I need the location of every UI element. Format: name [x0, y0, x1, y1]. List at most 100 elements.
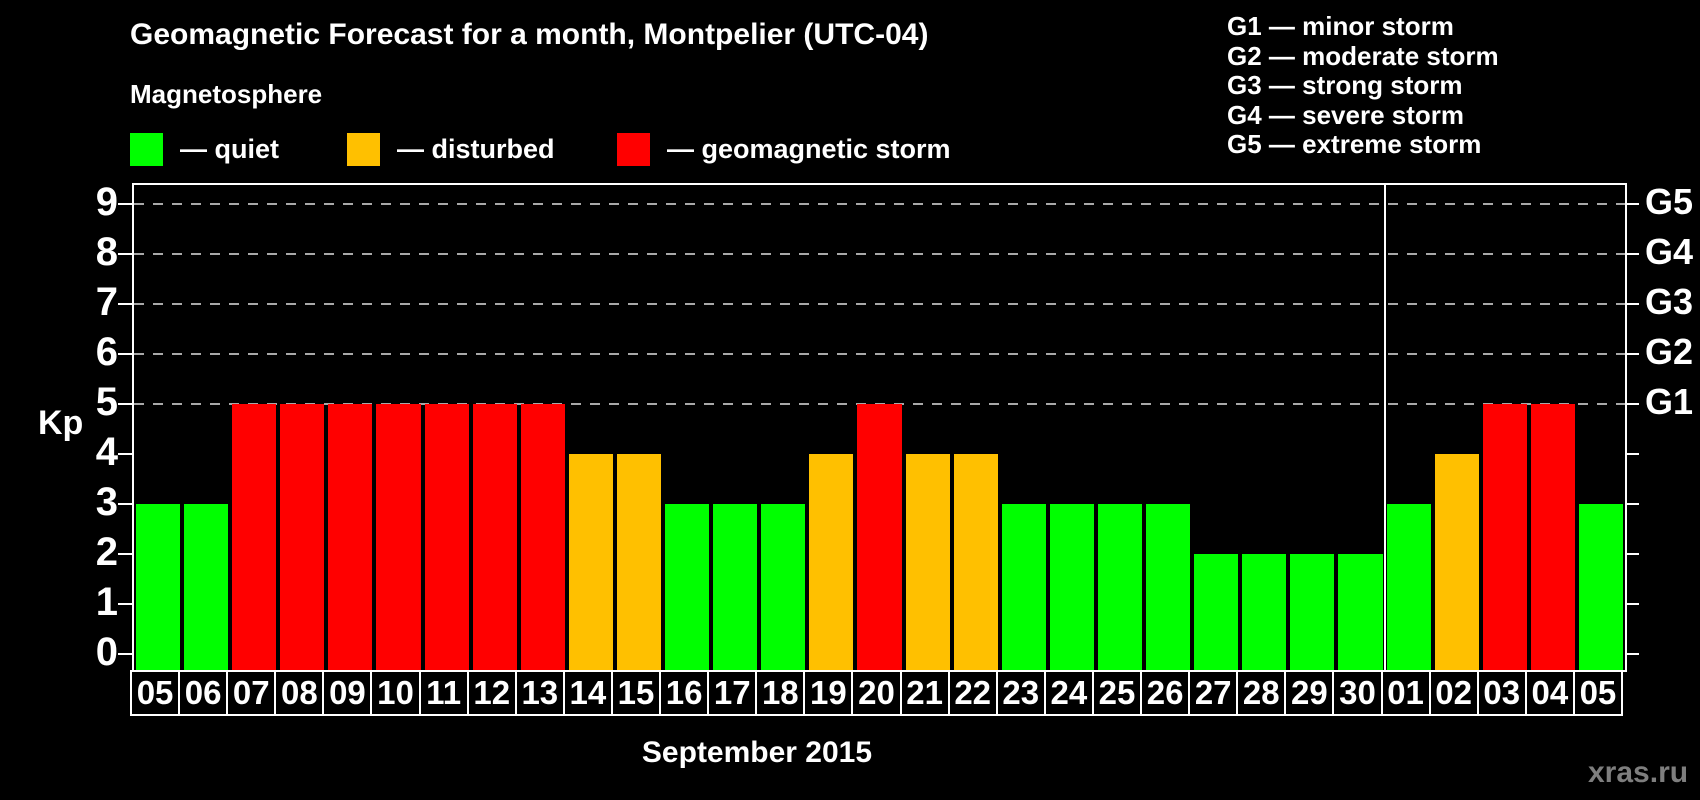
bar-day-14-kp4 [568, 454, 613, 670]
right-axis-tick-6 [1625, 353, 1639, 355]
day-label-24-29: 29 [1284, 670, 1335, 716]
day-label-18-23: 23 [995, 670, 1046, 716]
day-label-22-27: 27 [1188, 670, 1239, 716]
day-label-16-21: 21 [899, 670, 950, 716]
day-label-29-04: 04 [1524, 670, 1575, 716]
y-axis-tick-6 [118, 353, 132, 355]
g-legend-line-g1: G1 — minor storm [1227, 11, 1454, 41]
bar-day-27-kp2 [1194, 554, 1239, 670]
bar-day-12-kp5 [472, 404, 517, 670]
day-label-2-07: 07 [226, 670, 277, 716]
day-label-5-10: 10 [370, 670, 421, 716]
disturbed-color-swatch [347, 133, 380, 166]
y-axis-tick-label-9: 9 [95, 180, 118, 224]
right-axis-label-g5: G5 [1645, 181, 1694, 222]
bar-day-23-kp3 [1001, 504, 1046, 670]
bar-day-05-kp3 [136, 504, 181, 670]
day-label-28-03: 03 [1476, 670, 1527, 716]
y-axis-tick-label-2: 2 [95, 530, 118, 574]
bar-day-24-kp3 [1049, 504, 1094, 670]
day-label-4-09: 09 [322, 670, 373, 716]
bar-day-02-kp4 [1434, 454, 1479, 670]
y-axis-tick-2 [118, 553, 132, 555]
day-label-25-30: 30 [1332, 670, 1383, 716]
bar-day-20-kp5 [857, 404, 902, 670]
gridline-kp6 [134, 353, 1625, 355]
day-label-14-19: 19 [803, 670, 854, 716]
y-axis-tick-3 [118, 503, 132, 505]
bar-day-21-kp4 [905, 454, 950, 670]
day-label-0-05: 05 [130, 670, 181, 716]
bar-day-16-kp3 [665, 504, 710, 670]
right-axis-tick-4 [1625, 453, 1639, 455]
chart-title: Geomagnetic Forecast for a month, Montpe… [130, 18, 929, 51]
day-label-9-14: 14 [562, 670, 613, 716]
y-axis-tick-0 [118, 653, 132, 655]
quiet-color-swatch [130, 133, 163, 166]
day-label-10-15: 15 [610, 670, 662, 716]
y-axis-tick-8 [118, 253, 132, 255]
right-axis-tick-1 [1625, 603, 1639, 605]
bar-day-07-kp5 [232, 404, 277, 670]
legend-label-disturbed: — disturbed [397, 134, 555, 164]
bar-day-06-kp3 [184, 504, 229, 670]
right-axis-tick-5 [1625, 403, 1639, 405]
bar-day-11-kp5 [424, 404, 469, 670]
right-axis-tick-2 [1625, 553, 1639, 555]
day-label-17-22: 22 [947, 670, 998, 716]
g-legend-line-g2: G2 — moderate storm [1227, 40, 1499, 71]
watermark: xras.ru [1588, 756, 1689, 789]
storm-color-swatch [617, 133, 650, 166]
y-axis-tick-9 [118, 203, 132, 205]
day-label-6-11: 11 [418, 670, 469, 716]
gridline-kp8 [134, 253, 1625, 255]
bar-day-15-kp4 [616, 454, 662, 670]
y-axis-tick-5 [118, 403, 132, 405]
y-axis-tick-label-1: 1 [95, 580, 118, 624]
magnetosphere-label: Magnetosphere [130, 79, 323, 109]
bar-day-09-kp5 [328, 404, 373, 670]
bar-day-30-kp2 [1338, 554, 1383, 670]
bar-day-28-kp2 [1242, 554, 1287, 670]
y-axis-tick-label-0: 0 [95, 630, 118, 674]
right-axis-tick-7 [1625, 303, 1639, 305]
right-axis-tick-8 [1625, 253, 1639, 255]
bar-day-18-kp3 [761, 504, 806, 670]
y-axis-tick-label-5: 5 [95, 380, 118, 424]
right-axis-label-g2: G2 [1645, 331, 1694, 372]
right-axis-label-g3: G3 [1645, 281, 1694, 322]
bar-day-29-kp2 [1290, 554, 1335, 670]
month-separator-line [1383, 185, 1386, 670]
g-legend-line-g3: G3 — strong storm [1227, 70, 1463, 100]
day-label-27-02: 02 [1428, 670, 1479, 716]
bar-day-08-kp5 [280, 404, 325, 670]
legend-label-quiet: — quiet [180, 134, 279, 164]
y-axis-tick-label-6: 6 [95, 330, 118, 374]
day-label-3-08: 08 [274, 670, 325, 716]
right-axis-tick-3 [1625, 503, 1639, 505]
y-axis-tick-label-8: 8 [95, 230, 118, 274]
day-label-8-13: 13 [514, 670, 565, 716]
right-axis-tick-9 [1625, 203, 1639, 205]
legend-item-storm: — geomagnetic storm [617, 133, 951, 166]
bar-day-03-kp5 [1482, 404, 1527, 670]
gridline-kp7 [134, 303, 1625, 305]
legend-item-quiet: — quiet [130, 133, 279, 166]
day-label-23-28: 28 [1236, 670, 1287, 716]
y-axis-tick-label-3: 3 [95, 480, 118, 524]
y-axis-tick-label-4: 4 [95, 430, 118, 474]
day-label-20-25: 25 [1091, 670, 1143, 716]
day-label-26-01: 01 [1380, 670, 1431, 716]
bar-day-10-kp5 [376, 404, 421, 670]
bar-day-01-kp3 [1386, 504, 1431, 670]
g-scale-legend: G1 — minor storm G2 — moderate storm G3 … [1227, 11, 1499, 160]
legend-item-disturbed: — disturbed [347, 133, 555, 166]
day-label-1-06: 06 [178, 670, 229, 716]
bar-day-13-kp5 [520, 404, 565, 670]
bar-day-19-kp4 [809, 454, 854, 670]
bar-day-04-kp5 [1530, 404, 1575, 670]
y-axis-title: Kp [38, 404, 84, 442]
y-axis-tick-7 [118, 303, 132, 305]
bar-day-25-kp3 [1097, 504, 1143, 670]
